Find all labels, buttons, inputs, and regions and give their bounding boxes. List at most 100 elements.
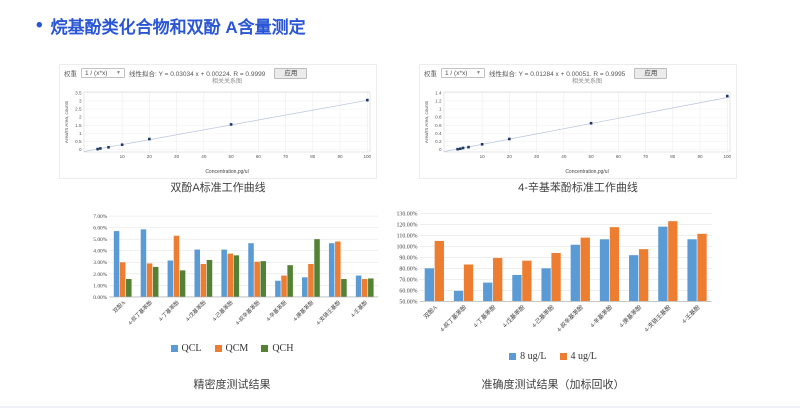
svg-text:90: 90 xyxy=(337,154,343,159)
relation-plot-link[interactable]: 相关关系图 xyxy=(572,79,603,85)
relation-plot-link[interactable]: 相关关系图 xyxy=(212,79,243,85)
legend-swatch xyxy=(214,345,222,352)
legend-label: QCH xyxy=(272,343,294,354)
svg-text:4-支链壬基酚: 4-支链壬基酚 xyxy=(314,298,342,326)
svg-text:4-壬基酚: 4-壬基酚 xyxy=(349,298,370,319)
svg-text:20: 20 xyxy=(147,154,153,159)
svg-text:80: 80 xyxy=(670,154,676,159)
svg-text:4-庚基苯酚: 4-庚基苯酚 xyxy=(617,303,643,329)
svg-text:1: 1 xyxy=(439,107,442,112)
svg-text:110.00%: 110.00% xyxy=(397,234,418,240)
svg-text:1.4: 1.4 xyxy=(435,90,442,95)
svg-text:4-辛基苯酚: 4-辛基苯酚 xyxy=(264,298,289,323)
svg-text:4-戊基苯酚: 4-戊基苯酚 xyxy=(501,303,527,329)
svg-text:80.00%: 80.00% xyxy=(399,266,417,272)
svg-text:Concentration,pg/ul: Concentration,pg/ul xyxy=(565,169,608,175)
chevron-down-icon: ▼ xyxy=(116,70,121,76)
svg-text:2: 2 xyxy=(79,115,82,120)
legend-label: QCL xyxy=(181,343,202,354)
svg-text:60: 60 xyxy=(256,154,262,159)
svg-text:50: 50 xyxy=(589,154,595,159)
svg-text:6.00%: 6.00% xyxy=(93,226,108,232)
svg-text:0.00%: 0.00% xyxy=(93,295,108,301)
svg-text:90.00%: 90.00% xyxy=(399,255,417,261)
svg-text:Area/IS Area, counts: Area/IS Area, counts xyxy=(64,100,69,143)
svg-text:4.00%: 4.00% xyxy=(93,249,108,255)
svg-text:30: 30 xyxy=(534,154,540,159)
svg-text:100.00%: 100.00% xyxy=(396,245,417,251)
svg-text:0.6: 0.6 xyxy=(435,123,442,128)
caption-octylphenol-curve: 4-辛基苯酚标准工作曲线 xyxy=(518,182,638,194)
svg-text:40: 40 xyxy=(561,154,567,159)
calibration-chart-bpa: 0 0.5 1 1.5 2 2.5 3 3.5 10 20 30 40 50 60 70 80 90 100 Con… xyxy=(64,90,372,175)
apply-button[interactable]: 应用 xyxy=(274,67,308,79)
svg-text:70: 70 xyxy=(283,154,289,159)
svg-text:60.00%: 60.00% xyxy=(399,288,417,294)
svg-text:4-叔丁基苯酚: 4-叔丁基苯酚 xyxy=(126,298,154,326)
legend-item: 4 ug/L xyxy=(559,351,597,362)
svg-text:100: 100 xyxy=(363,154,371,159)
svg-text:4-己基苯酚: 4-己基苯酚 xyxy=(210,298,235,323)
caption-precision: 精密度测试结果 xyxy=(193,379,271,391)
legend-label: 4 ug/L xyxy=(570,351,597,362)
weight-select[interactable]: 1 / (x*x) ▼ xyxy=(441,68,485,78)
svg-text:双酚A: 双酚A xyxy=(422,303,440,321)
svg-text:4-戊基苯酚: 4-戊基苯酚 xyxy=(183,298,208,323)
svg-text:4-支链壬基酚: 4-支链壬基酚 xyxy=(642,303,672,333)
svg-text:90: 90 xyxy=(697,154,703,159)
svg-text:3.5: 3.5 xyxy=(75,90,82,95)
svg-text:4-丁基苯酚: 4-丁基苯酚 xyxy=(157,298,182,323)
svg-text:4-叔辛基苯酚: 4-叔辛基苯酚 xyxy=(233,298,261,326)
svg-text:4-叔辛基苯酚: 4-叔辛基苯酚 xyxy=(555,303,585,333)
svg-text:50.00%: 50.00% xyxy=(399,299,417,305)
svg-text:20: 20 xyxy=(507,154,513,159)
svg-text:7.00%: 7.00% xyxy=(93,214,108,220)
apply-button[interactable]: 应用 xyxy=(634,67,668,79)
svg-text:70: 70 xyxy=(643,154,649,159)
caption-bpa-curve: 双酚A标准工作曲线 xyxy=(170,182,266,194)
svg-text:Area/IS Area, counts: Area/IS Area, counts xyxy=(424,100,429,143)
accuracy-bar-chart: 50.00% 60.00% 70.00% 80.00% 90.00% 100.00% 110… xyxy=(396,212,712,333)
legend-swatch xyxy=(170,345,178,352)
svg-text:10: 10 xyxy=(120,154,126,159)
svg-text:4-丁基苯酚: 4-丁基苯酚 xyxy=(471,303,497,329)
svg-text:10: 10 xyxy=(480,154,486,159)
svg-text:双酚A: 双酚A xyxy=(111,298,127,314)
svg-text:4-庚基苯酚: 4-庚基苯酚 xyxy=(291,298,316,323)
svg-text:120.00%: 120.00% xyxy=(396,223,417,229)
svg-text:4-辛基苯酚: 4-辛基苯酚 xyxy=(588,303,614,329)
legend-item: QCM xyxy=(214,343,249,354)
calibration-toolbar: 权重 1 / (x*x) ▼ 线性拟合: Y = 0.01284 x + 0.0… xyxy=(422,67,735,79)
legend-item: 8 ug/L xyxy=(509,351,547,362)
accuracy-legend: 8 ug/L 4 ug/L xyxy=(388,351,718,362)
weight-select-value: 1 / (x*x) xyxy=(85,69,108,77)
svg-text:1.5: 1.5 xyxy=(75,123,82,128)
legend-item: QCL xyxy=(170,343,202,354)
svg-text:0.5: 0.5 xyxy=(75,139,82,144)
svg-text:3: 3 xyxy=(79,99,82,104)
weight-label: 权重 xyxy=(424,71,437,78)
legend-label: QCM xyxy=(225,343,249,354)
svg-text:0.4: 0.4 xyxy=(435,131,442,136)
svg-text:0: 0 xyxy=(439,147,442,152)
svg-text:5.00%: 5.00% xyxy=(93,237,108,243)
svg-text:30: 30 xyxy=(174,154,180,159)
legend-swatch xyxy=(559,353,567,360)
svg-text:Concentration,pg/ul: Concentration,pg/ul xyxy=(205,169,248,175)
calibration-chart-octylphenol: 0 0.2 0.4 0.6 0.8 1 1.2 1.4 10 20 30 40 50 60 70 80 90 10… xyxy=(424,90,732,175)
svg-text:0.8: 0.8 xyxy=(435,115,442,120)
calibration-panel-bpa: 权重 1 / (x*x) ▼ 线性拟合: Y = 0.03034 x + 0.0… xyxy=(59,64,377,179)
svg-text:40: 40 xyxy=(201,154,207,159)
weight-select[interactable]: 1 / (x*x) ▼ xyxy=(81,68,125,78)
svg-text:1.2: 1.2 xyxy=(435,99,442,104)
svg-text:2.00%: 2.00% xyxy=(93,272,108,278)
svg-text:3.00%: 3.00% xyxy=(93,260,108,266)
weight-select-value: 1 / (x*x) xyxy=(445,69,468,77)
svg-text:2.5: 2.5 xyxy=(75,107,82,112)
fit-equation: 线性拟合: Y = 0.03034 x + 0.00224. R = 0.999… xyxy=(129,71,266,78)
caption-accuracy: 准确度测试结果（加标回收） xyxy=(481,379,625,391)
weight-label: 权重 xyxy=(64,71,77,78)
precision-legend: QCL QCM QCH xyxy=(80,343,384,354)
chevron-down-icon: ▼ xyxy=(476,70,481,76)
